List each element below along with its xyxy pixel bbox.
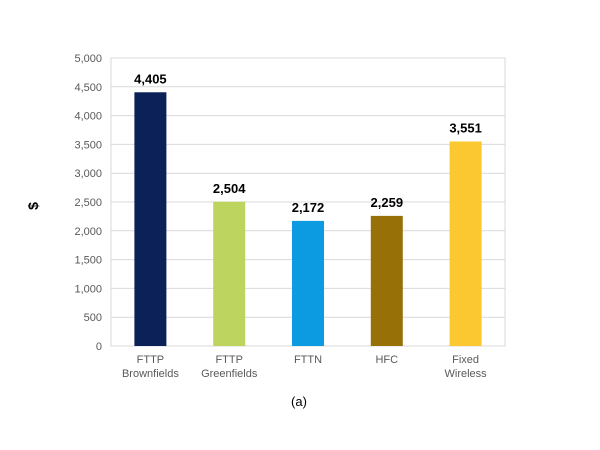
y-tick-label: 3,500 [74,139,102,151]
bars [134,92,482,346]
x-category-label: FTTN [294,354,322,366]
y-tick-label: 2,000 [74,226,102,238]
category-labels: FTTP Brownfields FTTP Greenfields FTTN HFC Fix… [122,354,487,380]
y-tick-label: 3,000 [74,168,102,180]
data-label: 2,504 [213,181,246,196]
figure-caption: (a) [291,394,307,409]
x-category-label: FTTP Brownfields [122,354,179,380]
data-label: 4,405 [134,71,167,86]
x-category-label: Fixed Wireless [445,354,488,380]
y-tick-label: 0 [96,341,102,353]
bar [449,141,482,346]
y-tick-label: 4,000 [74,111,102,123]
bar [370,215,403,346]
y-tick-label: 500 [84,312,102,324]
x-category-label: HFC [375,354,398,366]
data-label: 3,551 [449,120,482,135]
data-label: 2,172 [292,200,325,215]
x-category-label: FTTP Greenfields [201,354,258,380]
bar [134,92,167,346]
y-tick-label: 1,500 [74,255,102,267]
data-labels: 4,405 2,504 2,172 2,259 3,551 [134,71,482,215]
data-label: 2,259 [371,195,404,210]
y-tick-label: 2,500 [74,197,102,209]
bar [292,220,324,346]
bar [213,201,246,346]
y-tick-label: 1,000 [74,283,102,295]
y-tick-label: 5,000 [74,53,102,65]
y-axis-ticks: 0 500 1,000 1,500 2,000 2,500 3,000 3,500 4,000 4… [74,53,102,353]
gridlines [111,57,505,347]
y-tick-label: 4,500 [74,82,102,94]
y-axis-label: $ [25,202,41,210]
